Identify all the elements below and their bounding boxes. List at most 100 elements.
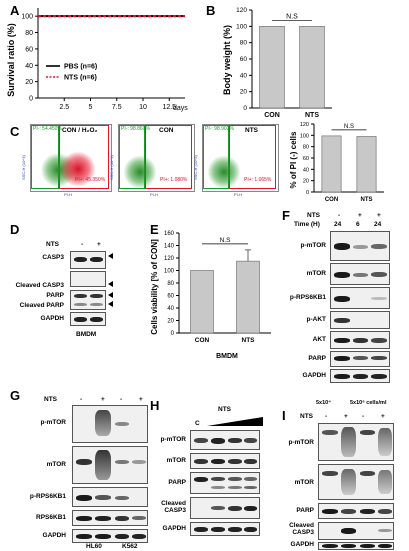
blot-f-treatment: NTS (307, 212, 320, 219)
blot-g-p-mtor (72, 405, 148, 443)
pi-cells-ytick-label: 80 (303, 145, 309, 151)
survival-ytick-label: 80 (25, 30, 33, 37)
blot-f-time-label: Time (H) (294, 221, 320, 228)
blot-g-p-rps6kb1 (72, 487, 148, 507)
pi-cells-category-label: NTS (361, 197, 373, 203)
blot-h-label-cleaved-casp3: Cleaved CASP3 (161, 500, 186, 515)
blot-g-mtor (72, 446, 148, 484)
blot-f-label-mtor: mTOR (306, 270, 326, 277)
body-weight-category-label: NTS (305, 112, 319, 119)
body-weight-ytick-label: 120 (236, 7, 247, 14)
body-weight-ytick-label: 80 (240, 40, 248, 47)
flow-h2o2-pi-minus: PI-: 54.450% (33, 126, 62, 132)
panel-label-f: F (282, 208, 290, 223)
blot-i-p-mtor (318, 423, 394, 461)
blot-d-sign-1: - (81, 241, 84, 248)
viability-ytick-label: 0 (171, 331, 175, 337)
flow-nts-pi-minus: PI-: 98.902% (205, 126, 234, 132)
blot-f-time-2: 6 (356, 221, 360, 228)
survival-xtick-label: 5 (89, 104, 93, 111)
blot-f-label-p-mtor: p-mTOR (300, 242, 326, 249)
viability-ytick-label: 120 (164, 256, 175, 262)
panel-label-c: C (10, 124, 20, 139)
flow-con-pi-minus: PI-: 98.860% (121, 126, 150, 132)
panel-label-d: D (10, 222, 20, 237)
blot-i-sign-1: - (325, 413, 328, 420)
blot-i-gapdh (318, 542, 394, 550)
blot-f-time-3: 24 (374, 221, 382, 228)
blot-f-label-akt: AKT (312, 336, 326, 343)
survival-xtick-label: 12.5 (162, 104, 176, 111)
body-weight-category-label: CON (264, 112, 280, 119)
pi-cells-ytick-label: 0 (306, 190, 309, 196)
panel-label-b: B (206, 3, 216, 18)
blot-g-caption-hl60: HL60 (86, 543, 102, 550)
blot-h-label-gapdh: GAPDH (162, 525, 186, 532)
blot-i-label-p-mtor: p-mTOR (288, 439, 314, 446)
viability-ytick-label: 80 (167, 281, 174, 287)
pi-cells-sig-label: N.S (344, 124, 354, 130)
arrow-icon (108, 253, 113, 259)
survival-ytick-label: 0 (29, 96, 33, 103)
flow-h2o2-yaxis: SSC-H (10^3) (21, 155, 26, 180)
blot-d-casp3 (70, 251, 106, 269)
blot-f-p-rps6kb1 (330, 287, 390, 309)
blot-i-mtor (318, 464, 394, 500)
panel-label-h: H (150, 398, 160, 413)
blot-i-label-gapdh: GAPDH (290, 541, 314, 548)
flow-plot-con: PI-: 98.860% CON PI+: 1.080% (118, 124, 195, 192)
blot-i-cleaved-casp3 (318, 522, 394, 540)
flow-con-xaxis: PI-H (150, 192, 158, 197)
panel-label-e: E (150, 222, 159, 237)
survival-legend-label: NTS (n=6) (64, 75, 97, 82)
survival-xtick-label: 10 (139, 104, 147, 111)
arrow-icon (108, 281, 113, 287)
flow-con-yaxis: SSC-H (10^3) (109, 155, 114, 180)
pi-cells-ytick-label: 60 (303, 156, 309, 162)
survival-xunit: days (173, 105, 188, 112)
blot-h-label-parp: PARP (168, 479, 186, 486)
blot-g-sign-1: - (80, 396, 83, 403)
viability-ytick-label: 60 (167, 294, 174, 300)
blot-d-label-gapdh: GAPDH (40, 315, 64, 322)
gradient-triangle-icon (207, 417, 263, 426)
arrow-icon (108, 292, 113, 298)
blot-i-sign-3: - (362, 413, 365, 420)
blot-d-treatment: NTS (46, 241, 59, 248)
blot-f-label-p-rps6kb1: p-RPS6KB1 (289, 294, 326, 301)
cell-viability-chart: 0 20 40 60 80 100 120 140 160 CON NTS N.S Cells via… (150, 231, 271, 360)
blot-i-label-cleaved-casp3: Cleaved CASP3 (289, 522, 314, 537)
flow-nts-pi-plus: PI+: 1.065% (244, 177, 272, 183)
flow-nts-title: NTS (245, 127, 258, 134)
blot-g-label-gapdh: GAPDH (42, 532, 66, 539)
flow-nts-xaxis: PI-H (234, 192, 242, 197)
pi-cells-ytick-label: 120 (300, 122, 309, 128)
blot-g-caption-k562: K562 (122, 543, 138, 550)
blot-d-label-casp3: CASP3 (42, 254, 64, 261)
body-weight-ytick-label: 0 (243, 105, 247, 112)
blot-d-label-cleaved-parp: Cleaved PARP (19, 302, 64, 309)
blot-i-sign-2: + (344, 413, 348, 420)
blot-g-label-p-mtor: p-mTOR (40, 419, 66, 426)
flow-h2o2-pi-plus: PI+: 45.350% (75, 177, 106, 183)
blot-i-caption-high: 5x10⁶ cells/ml (350, 400, 387, 406)
blot-g-sign-4: + (139, 396, 143, 403)
blot-d-label-cleaved-casp3: Cleaved CASP3 (15, 282, 64, 289)
flow-nts-yaxis: SSC-H (10^3) (193, 155, 198, 180)
blot-h-p-mtor (190, 430, 260, 450)
survival-ytick-label: 40 (25, 63, 33, 70)
blot-f-sign-2: + (358, 212, 362, 219)
blot-h-label-p-mtor: p-mTOR (160, 436, 186, 443)
survival-ytick-label: 60 (25, 46, 33, 53)
blot-g-rps6kb1 (72, 510, 148, 526)
blot-h-control: C (195, 420, 200, 427)
blot-h-parp (190, 472, 260, 494)
blot-d-label-parp: PARP (46, 292, 64, 299)
flow-h2o2-title: CON / H₂O₂ (62, 127, 98, 134)
panel-label-a: A (10, 3, 20, 18)
blot-d-caption: BMDM (76, 331, 97, 338)
flow-plot-nts: PI-: 98.902% NTS PI+: 1.065% (202, 124, 279, 192)
body-weight-sig-label: N.S (286, 13, 298, 20)
body-weight-ytick-label: 60 (240, 56, 248, 63)
pi-cells-category-label: CON (325, 197, 338, 203)
